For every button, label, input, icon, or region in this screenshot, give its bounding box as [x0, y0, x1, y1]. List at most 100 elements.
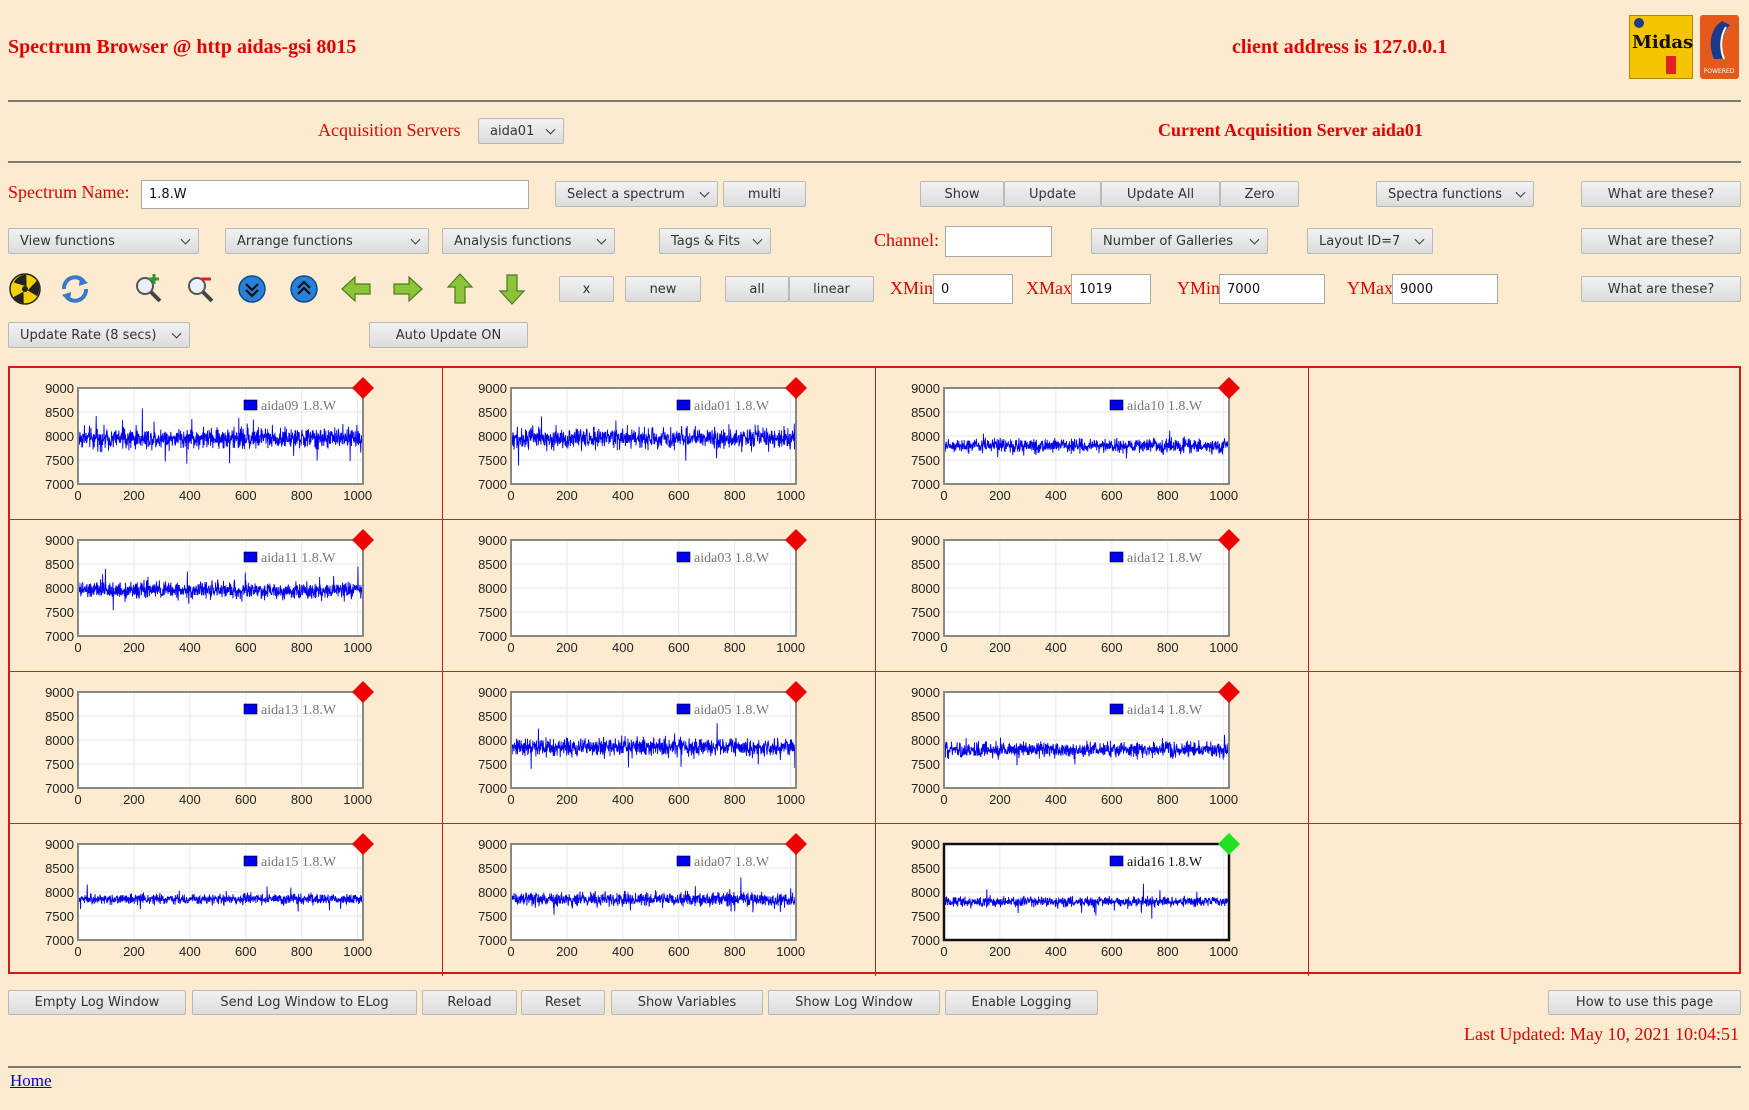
y-tick-label: 7500 — [478, 757, 507, 772]
layout-label: Layout ID=7 — [1319, 233, 1401, 249]
spectrum-name-input[interactable] — [141, 180, 529, 209]
y-tick-label: 7500 — [911, 909, 940, 924]
all-button[interactable]: all — [725, 276, 789, 302]
expand-up-icon[interactable] — [287, 272, 321, 306]
status-red-icon[interactable] — [785, 377, 807, 399]
x-button[interactable]: x — [559, 276, 614, 302]
empty-log-window-button[interactable]: Empty Log Window — [8, 990, 186, 1015]
layout-select[interactable]: Layout ID=7 — [1307, 228, 1433, 254]
arrow-down-icon[interactable] — [495, 272, 529, 306]
arrange-functions-label: Arrange functions — [237, 233, 353, 249]
arrange-functions-select[interactable]: Arrange functions — [225, 228, 429, 254]
y-tick-label: 9000 — [45, 837, 74, 852]
status-red-icon[interactable] — [352, 529, 374, 551]
y-tick-label: 8500 — [911, 861, 940, 876]
status-red-icon[interactable] — [352, 681, 374, 703]
what-are-these-button-1[interactable]: What are these? — [1581, 181, 1741, 207]
enable-logging-button[interactable]: Enable Logging — [945, 990, 1098, 1015]
y-tick-label: 7000 — [911, 933, 940, 948]
show-variables-button[interactable]: Show Variables — [611, 990, 763, 1015]
reload-button[interactable]: Reload — [422, 990, 517, 1015]
linear-button[interactable]: linear — [789, 276, 874, 302]
update-all-button[interactable]: Update All — [1101, 181, 1220, 207]
multi-button[interactable]: multi — [723, 181, 806, 207]
new-button[interactable]: new — [625, 276, 701, 302]
spectrum-panel[interactable]: 7000 7500 8000 8500 9000 0 200 400 600 800 1000 aid… — [10, 368, 443, 520]
y-tick-label: 9000 — [911, 533, 940, 548]
y-tick-label: 8000 — [911, 733, 940, 748]
refresh-icon[interactable] — [58, 272, 92, 306]
arrow-up-icon[interactable] — [443, 272, 477, 306]
spectrum-panel[interactable]: 7000 7500 8000 8500 9000 0 200 400 600 800 1000 aid… — [10, 520, 443, 672]
auto-update-button[interactable]: Auto Update ON — [369, 322, 528, 348]
status-red-icon[interactable] — [1218, 377, 1240, 399]
radiation-icon[interactable] — [8, 272, 42, 306]
zero-button[interactable]: Zero — [1220, 181, 1299, 207]
arrow-right-icon[interactable] — [391, 272, 425, 306]
send-log-to-elog-button[interactable]: Send Log Window to ELog — [192, 990, 417, 1015]
y-tick-label: 8500 — [478, 557, 507, 572]
xmax-input[interactable] — [1071, 274, 1151, 304]
show-button[interactable]: Show — [920, 181, 1004, 207]
analysis-functions-select[interactable]: Analysis functions — [442, 228, 615, 254]
status-green-icon[interactable] — [1218, 833, 1240, 855]
status-red-icon[interactable] — [1218, 681, 1240, 703]
spectrum-panel[interactable]: 7000 7500 8000 8500 9000 0 200 400 600 800 1000 aid… — [10, 824, 443, 976]
spectrum-panel[interactable]: 7000 7500 8000 8500 9000 0 200 400 600 800 1000 aid… — [443, 672, 876, 824]
spectrum-chart: 7000 7500 8000 8500 9000 0 200 400 600 800 1000 aid… — [911, 529, 1240, 655]
spectrum-panel[interactable]: 7000 7500 8000 8500 9000 0 200 400 600 800 1000 aid… — [10, 672, 443, 824]
arrow-left-icon[interactable] — [339, 272, 373, 306]
show-log-window-button[interactable]: Show Log Window — [768, 990, 940, 1015]
zoom-in-icon[interactable] — [131, 272, 165, 306]
divider — [8, 1066, 1741, 1068]
what-are-these-button-2[interactable]: What are these? — [1581, 228, 1741, 254]
update-rate-select[interactable]: Update Rate (8 secs) — [8, 322, 190, 348]
y-tick-label: 8000 — [45, 581, 74, 596]
empty-gallery-cell — [1309, 824, 1742, 976]
y-tick-label: 7500 — [478, 909, 507, 924]
status-red-icon[interactable] — [352, 377, 374, 399]
chevron-down-icon — [180, 234, 191, 245]
status-red-icon[interactable] — [785, 681, 807, 703]
status-red-icon[interactable] — [785, 529, 807, 551]
status-red-icon[interactable] — [1218, 529, 1240, 551]
view-functions-select[interactable]: View functions — [8, 228, 199, 254]
home-link[interactable]: Home — [10, 1071, 52, 1090]
spectra-functions-select[interactable]: Spectra functions — [1376, 181, 1534, 207]
spectrum-gallery: 7000 7500 8000 8500 9000 0 200 400 600 800 1000 aid… — [8, 366, 1742, 976]
x-tick-label: 1000 — [343, 944, 372, 959]
spectrum-panel[interactable]: 7000 7500 8000 8500 9000 0 200 400 600 800 1000 aid… — [876, 520, 1309, 672]
spectrum-panel[interactable]: 7000 7500 8000 8500 9000 0 200 400 600 800 1000 aid… — [876, 368, 1309, 520]
spectrum-panel[interactable]: 7000 7500 8000 8500 9000 0 200 400 600 800 1000 aid… — [876, 672, 1309, 824]
x-tick-label: 600 — [235, 944, 257, 959]
reset-button[interactable]: Reset — [521, 990, 605, 1015]
view-functions-label: View functions — [20, 233, 115, 249]
xmin-input[interactable] — [933, 274, 1013, 304]
svg-text:POWERED: POWERED — [1704, 68, 1735, 75]
empty-gallery-cell — [1309, 520, 1742, 672]
spectrum-panel[interactable]: 7000 7500 8000 8500 9000 0 200 400 600 800 1000 aid… — [443, 520, 876, 672]
spectrum-panel[interactable]: 7000 7500 8000 8500 9000 0 200 400 600 800 1000 aid… — [443, 368, 876, 520]
status-red-icon[interactable] — [785, 833, 807, 855]
what-are-these-button-3[interactable]: What are these? — [1581, 276, 1741, 302]
status-red-icon[interactable] — [352, 833, 374, 855]
analysis-functions-label: Analysis functions — [454, 233, 572, 249]
how-to-use-button[interactable]: How to use this page — [1548, 990, 1741, 1015]
spectrum-chart: 7000 7500 8000 8500 9000 0 200 400 600 800 1000 aid… — [45, 833, 374, 959]
update-button[interactable]: Update — [1004, 181, 1101, 207]
expand-down-icon[interactable] — [235, 272, 269, 306]
spectrum-panel[interactable]: 7000 7500 8000 8500 9000 0 200 400 600 800 1000 aid… — [876, 824, 1309, 976]
ymin-input[interactable] — [1219, 274, 1325, 304]
y-tick-label: 9000 — [478, 533, 507, 548]
y-tick-label: 8500 — [45, 405, 74, 420]
number-of-galleries-select[interactable]: Number of Galleries — [1091, 228, 1268, 254]
select-spectrum-select[interactable]: Select a spectrum — [555, 181, 718, 207]
ymax-input[interactable] — [1392, 274, 1498, 304]
y-tick-label: 8500 — [911, 405, 940, 420]
channel-input[interactable] — [945, 226, 1052, 257]
x-tick-label: 1000 — [1209, 488, 1238, 503]
spectrum-panel[interactable]: 7000 7500 8000 8500 9000 0 200 400 600 800 1000 aid… — [443, 824, 876, 976]
acquisition-server-select[interactable]: aida01 — [478, 118, 564, 144]
tags-fits-select[interactable]: Tags & Fits — [659, 228, 771, 254]
zoom-out-icon[interactable] — [183, 272, 217, 306]
